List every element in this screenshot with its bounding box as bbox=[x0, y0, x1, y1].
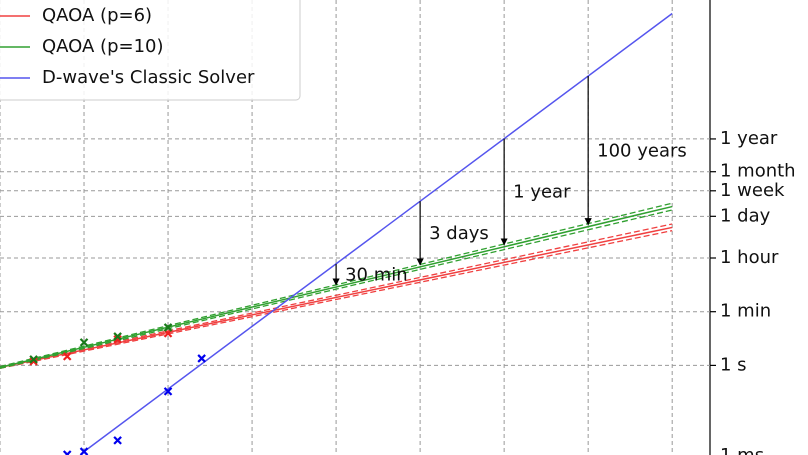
y-tick-label: 1 hour bbox=[720, 247, 779, 268]
data-point bbox=[113, 436, 122, 445]
annotation: 1 year bbox=[513, 182, 571, 203]
data-point bbox=[79, 447, 89, 455]
y-tick-label: 1 year bbox=[720, 128, 778, 149]
data-point bbox=[79, 338, 89, 347]
data-point bbox=[113, 335, 122, 344]
confidence-bound bbox=[0, 229, 673, 369]
legend-label: D-wave's Classic Solver bbox=[42, 67, 255, 88]
fit-line bbox=[0, 205, 673, 369]
data-point bbox=[29, 357, 38, 366]
legend-box bbox=[0, 0, 301, 101]
y-tick-label: 1 min bbox=[720, 301, 771, 322]
data-point bbox=[113, 332, 122, 341]
fit-line bbox=[83, 12, 673, 453]
annotation: 100 years bbox=[597, 140, 687, 161]
data-point bbox=[163, 387, 173, 396]
data-point bbox=[197, 354, 206, 363]
data-point bbox=[29, 355, 38, 364]
annotation: 30 min bbox=[345, 264, 408, 285]
confidence-bound bbox=[0, 223, 673, 368]
data-point bbox=[163, 323, 173, 332]
data-point bbox=[62, 352, 72, 361]
y-tick-label: 1 day bbox=[720, 205, 771, 226]
annotation: 3 days bbox=[429, 223, 489, 244]
legend-label: QAOA (p=6) bbox=[42, 5, 152, 26]
y-tick-label: 1 s bbox=[720, 354, 747, 375]
confidence-bound bbox=[0, 209, 673, 369]
y-tick-label: 1 ms bbox=[720, 445, 764, 455]
y-tick-label: 1 week bbox=[720, 180, 785, 201]
legend-label: QAOA (p=10) bbox=[42, 36, 164, 57]
y-tick-label: 1 month bbox=[720, 161, 796, 182]
data-point bbox=[62, 450, 72, 455]
fit-line bbox=[0, 226, 673, 369]
